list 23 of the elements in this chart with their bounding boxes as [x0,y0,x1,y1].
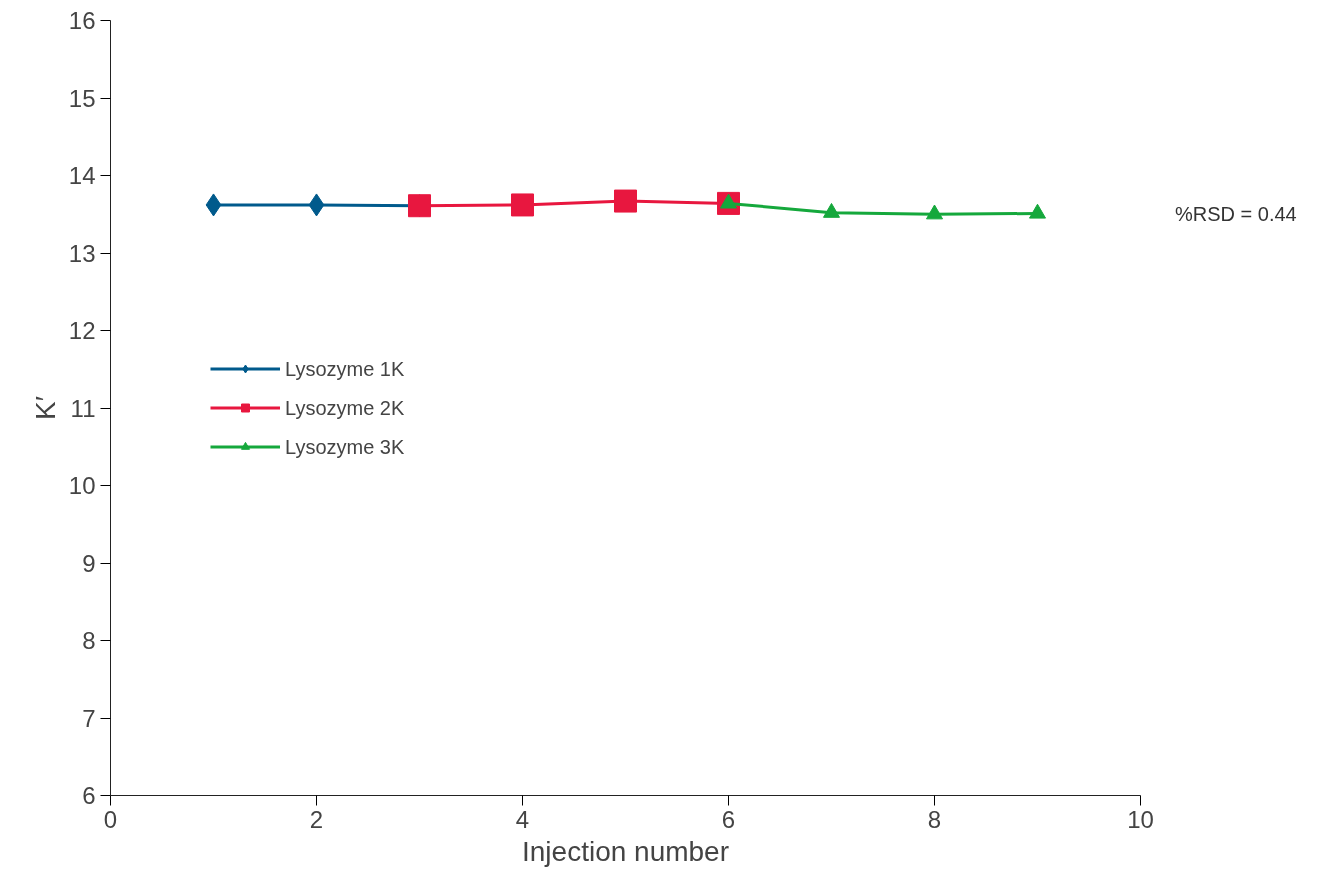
x-tick-label: 6 [721,805,736,833]
x-tick-label: 10 [1127,805,1154,833]
x-tick-label: 2 [309,805,324,833]
y-tick-label: 15 [68,84,96,112]
y-tick-label: 13 [68,239,96,267]
text: %RSD = 0.44 [1175,202,1297,227]
y-tick-label: 11 [70,394,96,422]
y-tick-label: 6 [82,782,96,809]
y-tick-label: 8 [82,627,96,654]
legend-label: Lysozyme 2K [285,396,405,419]
legend-label: Lysozyme 1K [285,357,405,380]
x-tick-label: 0 [103,805,118,833]
y-tick-label: 12 [68,317,96,344]
y-tick-label: 14 [68,162,96,189]
y-tick-label: 10 [68,472,96,499]
y-axis-title: K′ [29,396,61,420]
y-tick-label: 16 [68,7,96,34]
x-tick-label: 8 [927,805,942,833]
x-axis-title: Injection number [522,835,730,867]
y-tick-label: 9 [82,549,96,577]
x-tick-label: 4 [515,805,530,833]
legend-label: Lysozyme 3K [285,435,405,458]
y-tick-label: 7 [82,704,96,732]
